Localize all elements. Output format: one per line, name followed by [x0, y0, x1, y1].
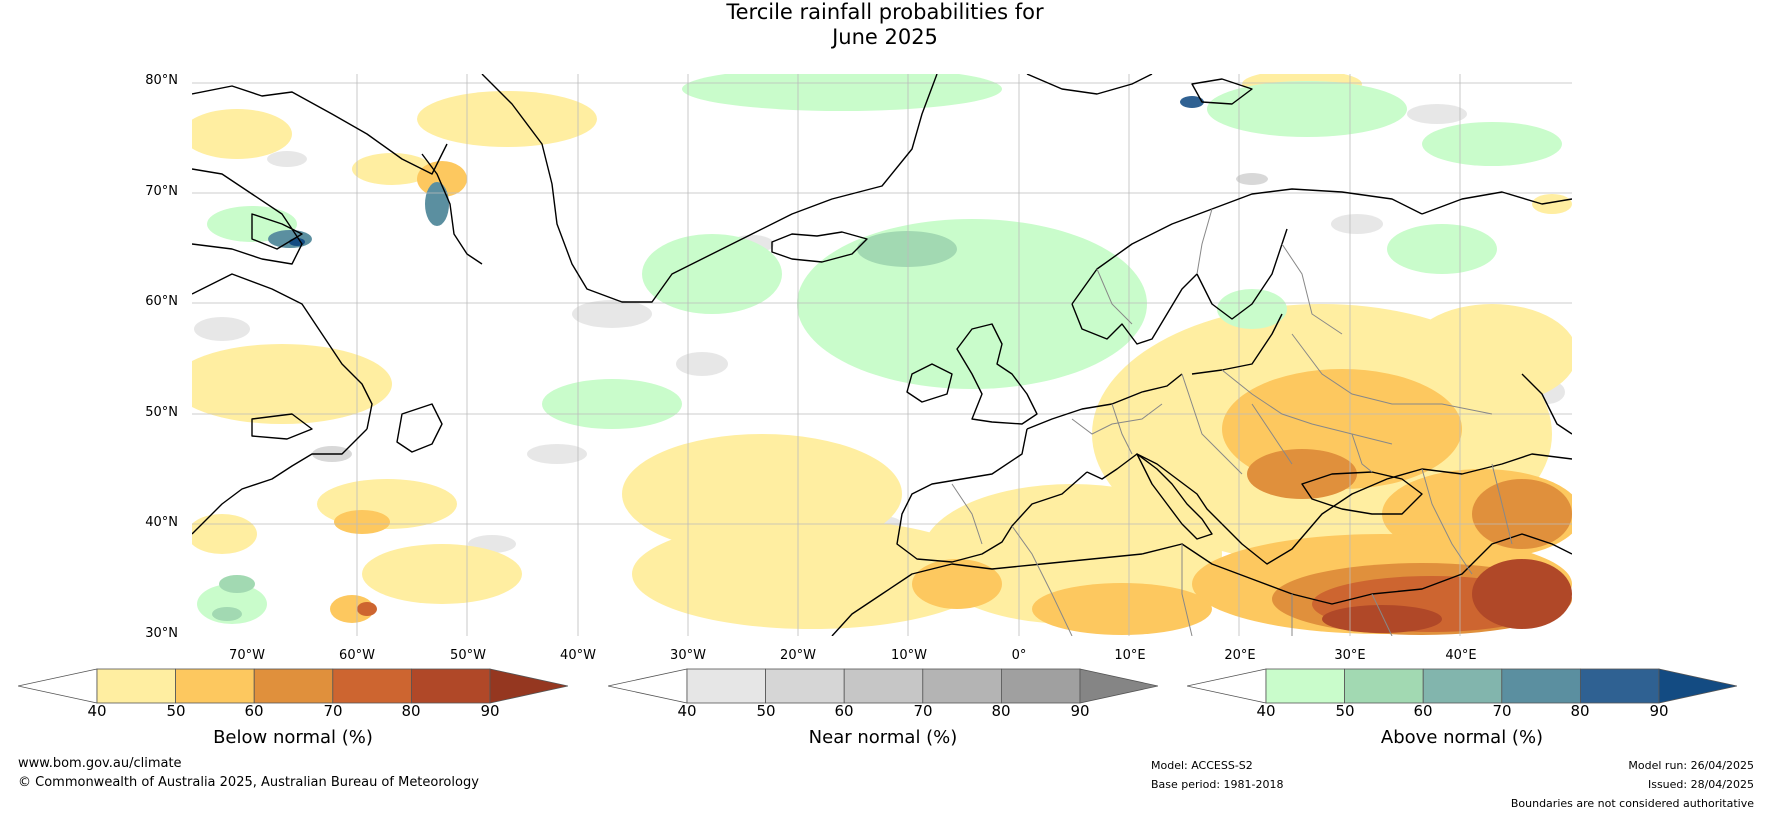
map-title: Tercile rainfall probabilities for June …	[0, 0, 1770, 50]
graticule	[192, 74, 1572, 636]
cbar-near-tick-40: 40	[677, 702, 697, 720]
lon-label-10w: 10°W	[891, 648, 927, 663]
cbar-below-tick-50: 50	[166, 702, 186, 720]
colorbar-below-normal	[18, 668, 568, 704]
lat-label-60n: 60°N	[145, 294, 178, 309]
cbar-below-tick-70: 70	[323, 702, 343, 720]
colorbar-above-normal	[1187, 668, 1737, 704]
lon-label-20e: 20°E	[1224, 648, 1256, 663]
cbar-above-tick-60: 60	[1413, 702, 1433, 720]
cbar-below-segment-3	[332, 668, 412, 704]
lon-label-60w: 60°W	[339, 648, 375, 663]
cbar-near-low-extension	[608, 668, 688, 704]
cbar-above-segment-0	[1265, 668, 1345, 704]
cbar-near-tick-80: 80	[991, 702, 1011, 720]
cbar-near-segment-1	[765, 668, 845, 704]
cbar-above-segment-4	[1579, 668, 1660, 704]
lat-label-40n: 40°N	[145, 515, 178, 530]
cbar-above-segment-1	[1344, 668, 1424, 704]
lon-label-50w: 50°W	[450, 648, 486, 663]
footer-issued: Issued: 28/04/2025	[1647, 778, 1754, 791]
map-title-line2: June 2025	[832, 25, 938, 49]
country-borders	[951, 208, 1513, 636]
lat-label-70n: 70°N	[145, 184, 178, 199]
cbar-near-segment-4	[1000, 668, 1081, 704]
cbar-below-title: Below normal (%)	[213, 727, 373, 748]
cbar-near-segment-3	[922, 668, 1002, 704]
lon-label-0: 0°	[1011, 648, 1027, 663]
cbar-above-tick-80: 80	[1570, 702, 1590, 720]
lat-label-30n: 30°N	[145, 626, 178, 641]
footer-copyright: © Commonwealth of Australia 2025, Austra…	[18, 775, 479, 790]
lon-label-70w: 70°W	[229, 648, 265, 663]
cbar-below-tick-80: 80	[401, 702, 421, 720]
lat-label-50n: 50°N	[145, 405, 178, 420]
footer-model: Model: ACCESS-S2	[1151, 759, 1253, 772]
cbar-below-tick-40: 40	[87, 702, 107, 720]
cbar-near-segment-0	[686, 668, 766, 704]
map-canvas	[192, 74, 1572, 636]
lon-label-40w: 40°W	[560, 648, 596, 663]
cbar-near-title: Near normal (%)	[808, 727, 958, 748]
lon-label-40e: 40°E	[1445, 648, 1477, 663]
footer-model-run: Model run: 26/04/2025	[1628, 759, 1754, 772]
cbar-below-tick-60: 60	[244, 702, 264, 720]
cbar-below-segment-1	[175, 668, 255, 704]
cbar-near-tick-70: 70	[913, 702, 933, 720]
rainfall-probability-map	[192, 74, 1572, 636]
cbar-near-segment-2	[843, 668, 924, 704]
footer-website: www.bom.gov.au/climate	[18, 756, 182, 771]
cbar-above-segment-2	[1422, 668, 1503, 704]
cbar-near-tick-90: 90	[1070, 702, 1090, 720]
cbar-below-segment-4	[410, 668, 491, 704]
cbar-below-low-extension	[18, 668, 98, 704]
footer-base-period: Base period: 1981-2018	[1151, 778, 1284, 791]
cbar-near-high-extension	[1079, 668, 1158, 704]
cbar-above-high-extension	[1658, 668, 1737, 704]
cbar-near-tick-60: 60	[834, 702, 854, 720]
lon-label-30e: 30°E	[1334, 648, 1366, 663]
cbar-above-tick-40: 40	[1256, 702, 1276, 720]
cbar-above-title: Above normal (%)	[1380, 727, 1544, 748]
lon-label-30w: 30°W	[670, 648, 706, 663]
cbar-above-tick-50: 50	[1335, 702, 1355, 720]
cbar-near-tick-50: 50	[756, 702, 776, 720]
cbar-below-segment-2	[253, 668, 334, 704]
cbar-above-tick-70: 70	[1492, 702, 1512, 720]
cbar-below-high-extension	[489, 668, 568, 704]
cbar-above-low-extension	[1187, 668, 1267, 704]
lon-label-20w: 20°W	[780, 648, 816, 663]
coastlines	[192, 74, 1572, 636]
cbar-below-tick-90: 90	[480, 702, 500, 720]
colorbar-near-normal	[608, 668, 1158, 704]
lat-label-80n: 80°N	[145, 73, 178, 88]
cbar-below-segment-0	[96, 668, 176, 704]
cbar-above-segment-3	[1501, 668, 1581, 704]
lon-label-10e: 10°E	[1114, 648, 1146, 663]
map-title-line1: Tercile rainfall probabilities for	[726, 0, 1044, 24]
cbar-above-tick-90: 90	[1649, 702, 1669, 720]
footer-disclaimer: Boundaries are not considered authoritat…	[1510, 797, 1754, 810]
